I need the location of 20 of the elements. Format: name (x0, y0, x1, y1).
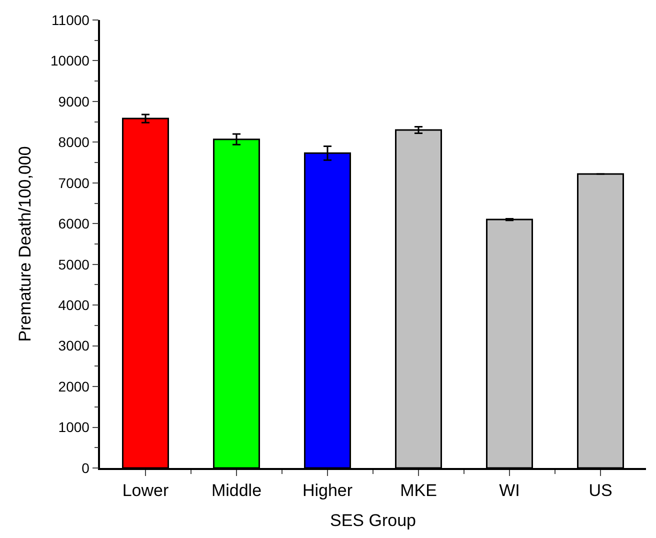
x-tick-label: Middle (211, 481, 262, 500)
y-tick-label: 1000 (58, 419, 90, 436)
y-tick-label: 10000 (50, 52, 90, 69)
y-tick-label: 4000 (58, 296, 90, 313)
x-tick-label: MKE (400, 481, 437, 500)
y-tick-label: 5000 (58, 256, 90, 272)
y-tick-label: 3000 (58, 338, 90, 354)
x-tick-label: WI (499, 481, 520, 500)
x-axis-title: SES Group (330, 511, 416, 530)
x-tick-label: US (588, 481, 612, 500)
y-tick-label: 6000 (58, 216, 90, 232)
y-tick-label: 11000 (52, 12, 90, 28)
y-tick-label: 8000 (58, 134, 90, 150)
x-tick-label: Higher (302, 481, 353, 500)
y-axis-title: Premature Death/100,000 (16, 146, 35, 342)
y-tick-label: 2000 (58, 378, 90, 394)
x-tick-label: Lower (122, 481, 169, 500)
y-tick-label: 7000 (58, 174, 90, 191)
y-tick-label: 0 (82, 460, 90, 476)
y-tick-label: 9000 (58, 93, 90, 110)
